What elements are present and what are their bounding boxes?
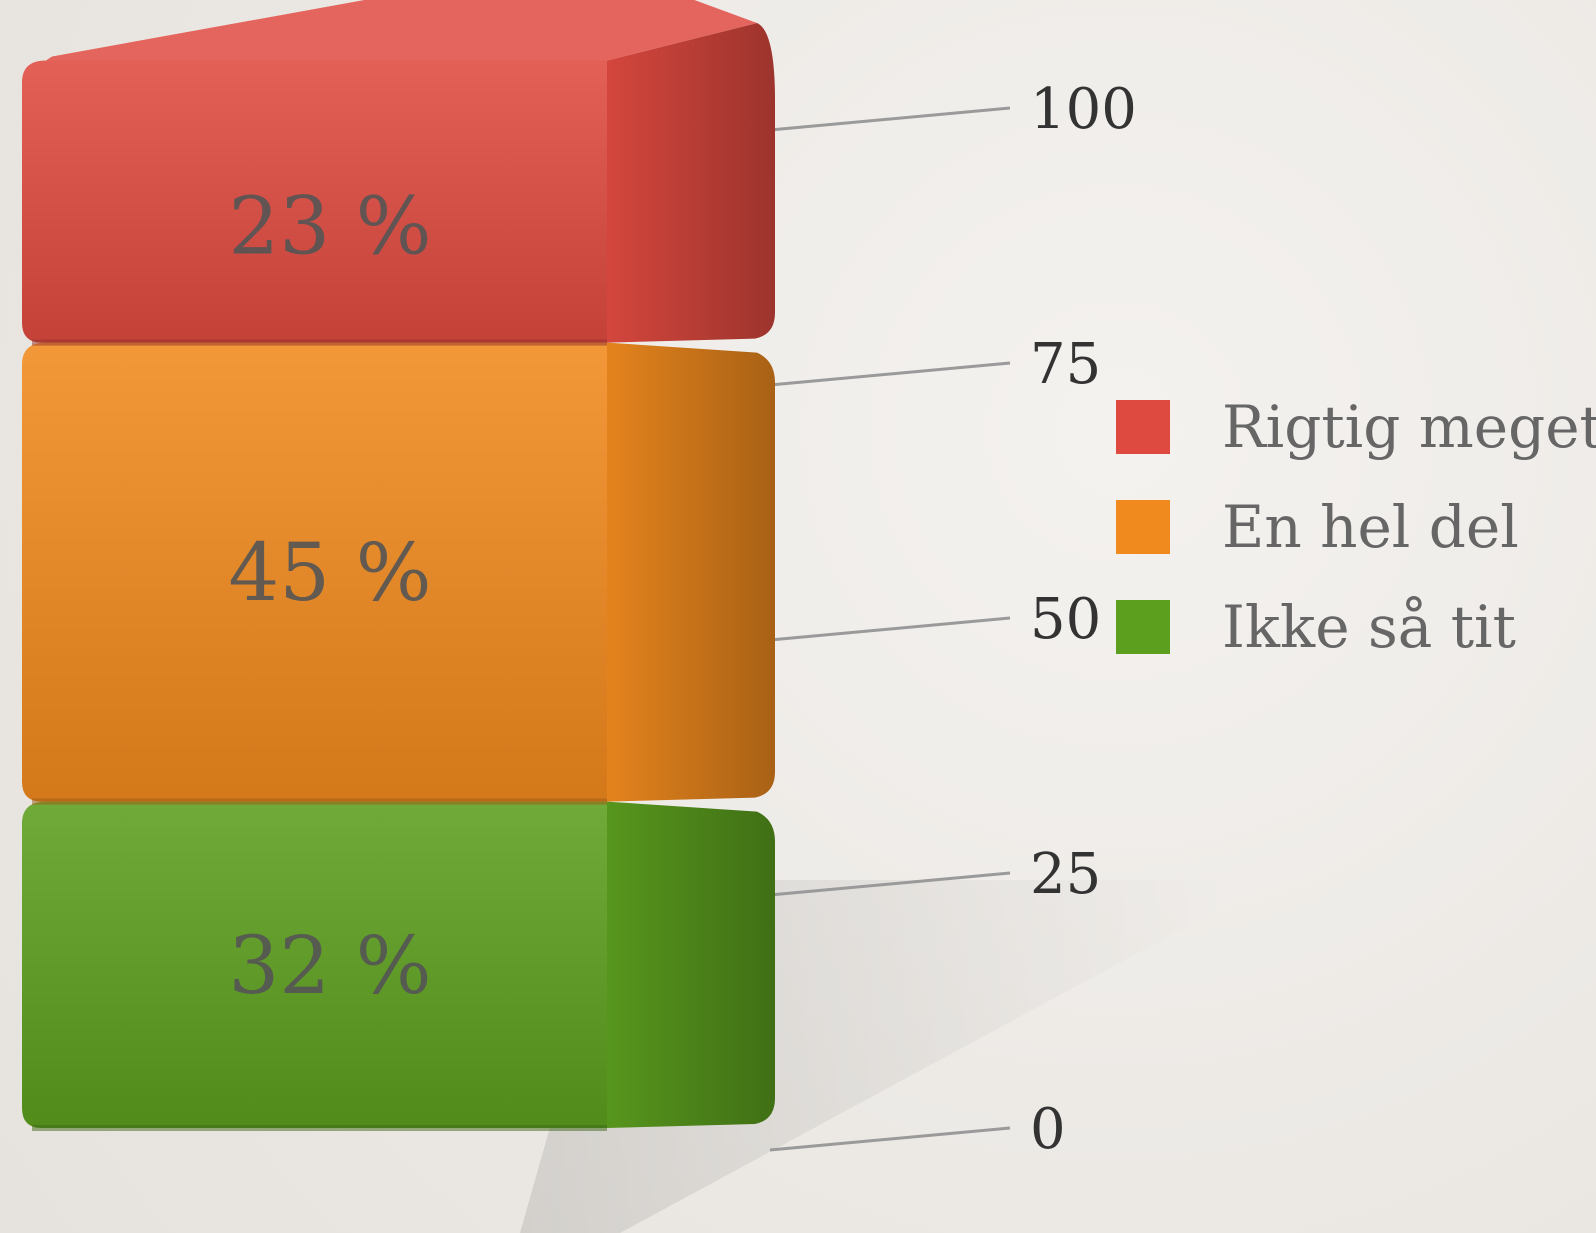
legend-item-ikke-saa-tit: Ikke så tit — [1116, 593, 1516, 661]
bar-segment-en-hel-del — [22, 342, 775, 805]
y-tick-100: 100 — [769, 77, 1137, 142]
legend-swatch-en-hel-del — [1116, 500, 1170, 554]
bar-side-rigtig-meget — [607, 23, 775, 343]
y-tick-label-100: 100 — [1030, 77, 1137, 142]
y-tick-label-0: 0 — [1030, 1097, 1066, 1162]
bar-side-ikke-saa-tit — [607, 801, 775, 1128]
data-labels: 32 % 45 % 23 % — [228, 179, 431, 1012]
bar-stack — [22, 0, 775, 1131]
legend-swatch-rigtig-meget — [1116, 400, 1170, 454]
data-label-rigtig-meget: 23 % — [228, 179, 431, 272]
legend-label-en-hel-del: En hel del — [1222, 493, 1519, 561]
bar-segment-rigtig-meget — [22, 0, 775, 346]
bar-top-rigtig-meget — [46, 0, 757, 61]
y-tick-25: 25 — [769, 842, 1101, 907]
y-axis: 0 25 50 75 100 — [769, 77, 1137, 1162]
y-tick-line-100 — [769, 106, 1011, 132]
data-label-ikke-saa-tit: 32 % — [228, 919, 431, 1012]
y-tick-75: 75 — [769, 332, 1101, 397]
bar-front-rigtig-meget — [22, 60, 607, 343]
legend-item-en-hel-del: En hel del — [1116, 493, 1519, 561]
y-tick-50: 50 — [769, 587, 1101, 652]
y-tick-line-75 — [769, 361, 1011, 387]
y-tick-line-25 — [769, 871, 1011, 897]
y-tick-label-50: 50 — [1030, 587, 1101, 652]
bar-front-en-hel-del — [22, 342, 607, 802]
bar-segment-ikke-saa-tit — [22, 801, 775, 1131]
y-tick-label-25: 25 — [1030, 842, 1101, 907]
y-tick-label-75: 75 — [1030, 332, 1101, 397]
legend-swatch-ikke-saa-tit — [1116, 600, 1170, 654]
y-tick-line-0 — [769, 1126, 1011, 1152]
y-tick-line-50 — [769, 616, 1011, 642]
bar-front-ikke-saa-tit — [22, 801, 607, 1128]
bar-side-en-hel-del — [607, 342, 775, 802]
legend-item-rigtig-meget: Rigtig meget — [1116, 393, 1596, 461]
data-label-en-hel-del: 45 % — [228, 526, 431, 619]
legend: Rigtig meget En hel del Ikke så tit — [1116, 393, 1596, 661]
y-tick-0: 0 — [769, 1097, 1066, 1162]
legend-label-ikke-saa-tit: Ikke så tit — [1222, 593, 1516, 661]
legend-label-rigtig-meget: Rigtig meget — [1222, 393, 1596, 461]
